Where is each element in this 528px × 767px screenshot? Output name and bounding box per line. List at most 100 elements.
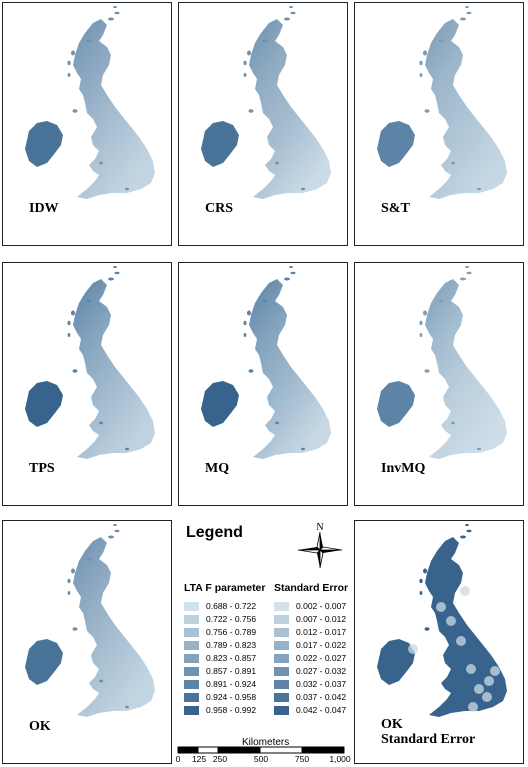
island-shape <box>466 11 472 15</box>
map-panel-ok-se: OK Standard Error <box>354 520 524 764</box>
legend-lta-label: 0.924 - 0.958 <box>206 692 257 702</box>
island-shape <box>438 39 444 43</box>
legend-lta-swatch <box>184 654 199 663</box>
island-shape <box>114 529 120 533</box>
scale-tick-0: 0 <box>175 754 181 764</box>
legend-lta-label: 0.722 - 0.756 <box>206 614 257 624</box>
legend-lta-label: 0.891 - 0.924 <box>206 679 257 689</box>
island-shape <box>466 529 472 533</box>
island-shape <box>423 50 427 56</box>
map-idw <box>25 6 155 199</box>
low-error-spot <box>436 602 446 612</box>
map-crs <box>201 6 331 199</box>
low-error-spot <box>484 676 494 686</box>
island-shape <box>67 578 71 584</box>
ireland-shape <box>201 121 239 167</box>
legend-lta-swatch <box>184 680 199 689</box>
legend-lta-label: 0.857 - 0.891 <box>206 666 257 676</box>
scale-tick-250: 250 <box>212 754 228 764</box>
north-arrow-label: N <box>316 522 323 533</box>
panel-label-ok-se: OK Standard Error <box>381 717 475 747</box>
legend-lta-label: 0.688 - 0.722 <box>206 601 257 611</box>
map-panel-mq: MQ <box>178 262 348 506</box>
island-shape <box>125 705 129 709</box>
low-error-spot <box>460 586 470 596</box>
island-shape <box>284 277 290 281</box>
island-shape <box>289 266 293 268</box>
panel-label-invmq: InvMQ <box>381 461 426 476</box>
island-shape <box>419 73 423 77</box>
island-shape <box>108 277 114 281</box>
map-tps <box>25 266 155 459</box>
island-shape <box>71 50 75 56</box>
map-mq <box>201 266 331 459</box>
map-panel-tps: TPS <box>2 262 172 506</box>
legend-lta-swatch <box>184 641 199 650</box>
compass-rose-icon <box>297 531 343 569</box>
panel-label-st: S&T <box>381 201 410 216</box>
island-shape <box>67 320 71 326</box>
island-shape <box>423 310 427 316</box>
island-shape <box>284 17 290 21</box>
island-shape <box>113 6 117 8</box>
island-shape <box>419 333 423 337</box>
island-shape <box>67 333 71 337</box>
great-britain-shape <box>249 19 331 199</box>
island-shape <box>108 535 114 539</box>
island-shape <box>419 320 423 326</box>
ireland-shape <box>25 121 63 167</box>
legend-se-label: 0.017 - 0.022 <box>296 640 347 650</box>
island-shape <box>424 369 430 373</box>
island-shape <box>460 535 466 539</box>
map-ok-se <box>377 524 507 717</box>
legend-se-swatch <box>274 706 289 715</box>
legend-lta-label: 0.756 - 0.789 <box>206 627 257 637</box>
legend-se-swatch <box>274 667 289 676</box>
legend-se-label: 0.002 - 0.007 <box>296 601 347 611</box>
island-shape <box>451 679 455 683</box>
island-shape <box>289 6 293 8</box>
legend-lta-swatch <box>184 615 199 624</box>
island-shape <box>465 6 469 8</box>
island-shape <box>125 187 129 191</box>
legend-se-swatch <box>274 693 289 702</box>
low-error-spot <box>482 692 492 702</box>
island-shape <box>114 271 120 275</box>
island-shape <box>460 277 466 281</box>
island-shape <box>71 568 75 574</box>
island-shape <box>290 271 296 275</box>
island-shape <box>113 524 117 526</box>
great-britain-shape <box>73 279 155 459</box>
great-britain-shape <box>425 537 507 717</box>
island-shape <box>301 187 305 191</box>
island-shape <box>438 557 444 561</box>
island-shape <box>67 60 71 66</box>
scale-bar-title: Kilometers <box>242 737 290 748</box>
island-shape <box>108 17 114 21</box>
island-shape <box>243 333 247 337</box>
ireland-shape <box>377 121 415 167</box>
island-shape <box>248 109 254 113</box>
island-shape <box>424 109 430 113</box>
map-panel-idw: IDW <box>2 2 172 246</box>
legend-col2-title: Standard Error <box>274 582 349 594</box>
island-shape <box>451 421 455 425</box>
scale-bar <box>177 746 345 754</box>
panel-label-idw: IDW <box>29 201 59 216</box>
island-shape <box>99 161 103 165</box>
island-shape <box>477 187 481 191</box>
island-shape <box>477 705 481 709</box>
island-shape <box>248 369 254 373</box>
island-shape <box>466 271 472 275</box>
scale-tick-500: 500 <box>253 754 269 764</box>
island-shape <box>72 369 78 373</box>
legend-se-swatch <box>274 641 289 650</box>
map-panel-ok: OK <box>2 520 172 764</box>
panel-label-ok-se-line1: OK <box>381 717 403 732</box>
island-shape <box>301 447 305 451</box>
legend-se-swatch <box>274 602 289 611</box>
legend-lta-swatch <box>184 667 199 676</box>
low-error-spot <box>490 666 500 676</box>
island-shape <box>67 73 71 77</box>
island-shape <box>275 161 279 165</box>
